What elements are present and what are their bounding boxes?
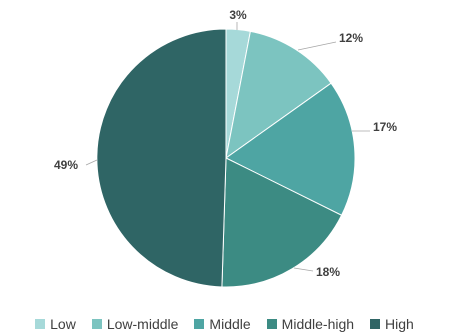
- data-label: 18%: [316, 265, 340, 279]
- pie-slice-middle: [225, 82, 356, 216]
- data-label: 3%: [229, 8, 247, 22]
- leader-line: [293, 267, 314, 272]
- data-label: 49%: [54, 158, 78, 172]
- pie-slice-high: [96, 28, 227, 288]
- legend-item: Middle-high: [266, 316, 355, 332]
- legend-item: High: [370, 316, 414, 332]
- leader-line: [85, 159, 98, 166]
- legend-label: Low-middle: [106, 316, 179, 332]
- legend-label: Middle: [209, 316, 251, 332]
- legend-label: Low: [50, 316, 76, 332]
- legend: Low Low-middle Middle Middle-high High: [0, 316, 449, 332]
- legend-swatch: [370, 319, 381, 329]
- pie-slice-low-middle: [225, 30, 332, 160]
- legend-swatch: [35, 319, 46, 329]
- legend-label: Middle-high: [281, 316, 355, 332]
- legend-item: Low-middle: [91, 316, 179, 332]
- legend-item: Middle: [194, 316, 251, 332]
- legend-item: Low: [35, 316, 76, 332]
- data-label: 17%: [373, 120, 397, 134]
- legend-swatch: [266, 319, 277, 329]
- pie-slice-middle-high: [221, 157, 343, 288]
- legend-label: High: [385, 316, 414, 332]
- leader-line: [297, 41, 337, 51]
- data-label: 12%: [339, 31, 363, 45]
- legend-swatch: [194, 319, 205, 329]
- pie-chart: 3% 12% 17% 18% 49%: [54, 8, 397, 288]
- legend-swatch: [91, 319, 102, 329]
